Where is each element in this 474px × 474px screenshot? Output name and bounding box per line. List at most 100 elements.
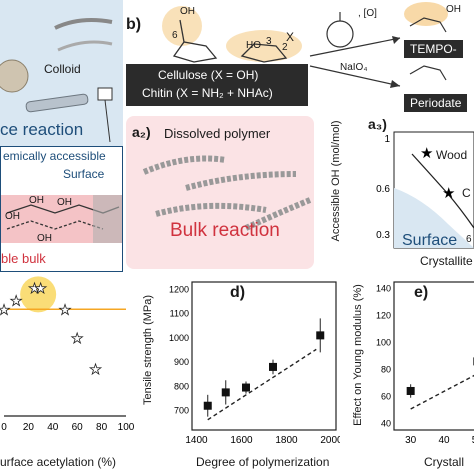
oh-label: OH: [5, 211, 20, 222]
oh-label: OH: [57, 197, 72, 208]
data-star-icon: ★: [420, 145, 433, 162]
tensile-strength-chart: 700 800 900 1000 1100 1200 1400 1600 1800 2000: [169, 281, 340, 446]
data-point-star: ★: [59, 301, 72, 317]
young-modulus-chart: 40 60 80 100 120 140 30 40 50: [376, 281, 474, 446]
data-point: [269, 362, 277, 371]
polymer-chain: [142, 155, 227, 175]
polymer-chains-illustration: [142, 155, 312, 231]
e-x-axis-label: Crystall: [424, 455, 465, 469]
c6-bond: [179, 19, 185, 43]
oxidant-label: , [O]: [358, 8, 377, 19]
reaction-arrow-up: [309, 37, 401, 57]
y-tick-label: 1200: [169, 284, 189, 294]
data-point-star: ★: [28, 280, 41, 296]
panel-a2-letter: a₂): [132, 124, 151, 140]
tempo-product-label: TEMPO-: [404, 40, 463, 58]
y-tick-label: 1100: [170, 309, 189, 319]
polymer-chain: [244, 197, 312, 231]
x-label: X: [286, 30, 295, 44]
surface-label: Surface: [63, 167, 105, 181]
x-tick-label: 60: [72, 422, 84, 433]
wood-label: Wood: [436, 148, 468, 162]
data-point: [242, 383, 250, 392]
cellulose-chain-diagram: [1, 195, 122, 243]
y-tick-label: 60: [381, 391, 391, 401]
ring-1: [172, 41, 218, 63]
bulk-reaction-title: Bulk reaction: [170, 220, 280, 241]
colloid-particle-icon: [0, 59, 29, 93]
reaction-arrow-down: [309, 65, 401, 87]
panel-a-zoom-box: emically accessible Surface OH OH OH OH …: [0, 146, 123, 272]
ring-2: [240, 43, 288, 63]
y-tick-label: 140: [376, 284, 391, 294]
x-tick-label: 20: [23, 422, 35, 433]
y-tick-label: 700: [174, 406, 189, 416]
a3-xtick: 6: [466, 234, 472, 245]
a3-tick: 0.6: [376, 184, 390, 195]
crystal-edge: [93, 195, 122, 243]
a3-tick: 0.3: [376, 230, 390, 241]
carbon-number: 6: [172, 30, 178, 41]
panel-e-letter: e): [414, 284, 429, 301]
zoom-box-icon: [97, 87, 113, 101]
panel-d-letter: d): [230, 284, 246, 301]
naio4-label: NaIO₄: [340, 62, 368, 73]
a3-y-axis-label: Accessible OH (mol/mol): [330, 120, 342, 242]
colloid-illustration: [0, 18, 113, 143]
surface-reaction-title: ce reaction: [0, 120, 84, 139]
y-tick-label: 40: [381, 418, 391, 428]
x-tick-label: 30: [405, 435, 417, 446]
fiber-icon: [54, 18, 113, 30]
arrowhead-icon: [390, 80, 400, 88]
polymer-chain: [185, 171, 297, 191]
c-x-axis-label: urface acetylation (%): [0, 455, 117, 469]
panel-b-letter: b): [126, 16, 142, 33]
glucose-ring-diagram: [162, 6, 302, 63]
periodate-product-label: Periodate: [404, 94, 468, 112]
x-tick-label: 40: [438, 435, 450, 446]
product-ring: [409, 65, 447, 81]
oh-label: OH: [37, 233, 52, 244]
polymer-definition-bar: Cellulose (X = OH) Chitin (X = NH₂ + NHA…: [126, 64, 308, 106]
surface-region-label: Surface: [402, 232, 458, 249]
d-x-axis-label: Degree of polymerization: [196, 455, 330, 469]
carbon-number: 3: [266, 36, 272, 47]
zoom-line: [104, 99, 111, 143]
arrowhead-icon: [392, 36, 400, 44]
e-y-axis-label: Effect on Young modulus (%): [352, 284, 364, 426]
a3-x-axis-label: Crystallite: [420, 254, 473, 268]
polymer-chain: [155, 202, 267, 217]
data-point: [203, 401, 212, 410]
highlight-circle: [20, 276, 57, 313]
surface-region: [394, 188, 474, 248]
inaccessible-bulk-label: ble bulk: [1, 251, 46, 266]
carbon-number: 2: [282, 42, 288, 53]
c-label: C: [462, 186, 471, 200]
oh-label: OH: [29, 195, 44, 206]
a3-plot: ★ ★ 1 0.6 0.3: [376, 131, 474, 249]
cellulose-label: Cellulose (X = OH): [158, 68, 259, 82]
product-ring: [409, 17, 447, 33]
c6-highlight: [162, 6, 202, 46]
chemically-accessible-label: emically accessible: [3, 149, 106, 163]
colloid-label: Colloid: [44, 62, 81, 76]
y-tick-label: 120: [376, 311, 391, 321]
data-point: [221, 388, 230, 397]
x-tick-label: 1400: [185, 435, 208, 446]
x-tick-label: 2000: [320, 435, 340, 446]
panel-b: b) OH 6 HO 3 2 X Cellulose (X = OH) Chit…: [126, 0, 308, 110]
oh-label: OH: [180, 6, 195, 17]
crystal-rod-icon: [25, 93, 89, 113]
y-tick-label: 900: [174, 357, 189, 367]
d-y-axis-label: Tensile strength (MPa): [142, 294, 154, 406]
y-tick-label: 1000: [169, 333, 189, 343]
plot-frame: [191, 281, 337, 431]
dissolved-polymer-title: Dissolved polymer: [164, 126, 271, 141]
x-tick-label: 80: [96, 422, 108, 433]
panel-a2: a₂) Dissolved polymer Bulk reaction: [126, 116, 314, 269]
ho-label: HO: [246, 40, 261, 51]
trend-arrow: [410, 374, 474, 410]
fiber-icon: [57, 40, 113, 52]
x-tick-label: 0: [1, 422, 7, 433]
reaction-scheme: [309, 2, 448, 88]
